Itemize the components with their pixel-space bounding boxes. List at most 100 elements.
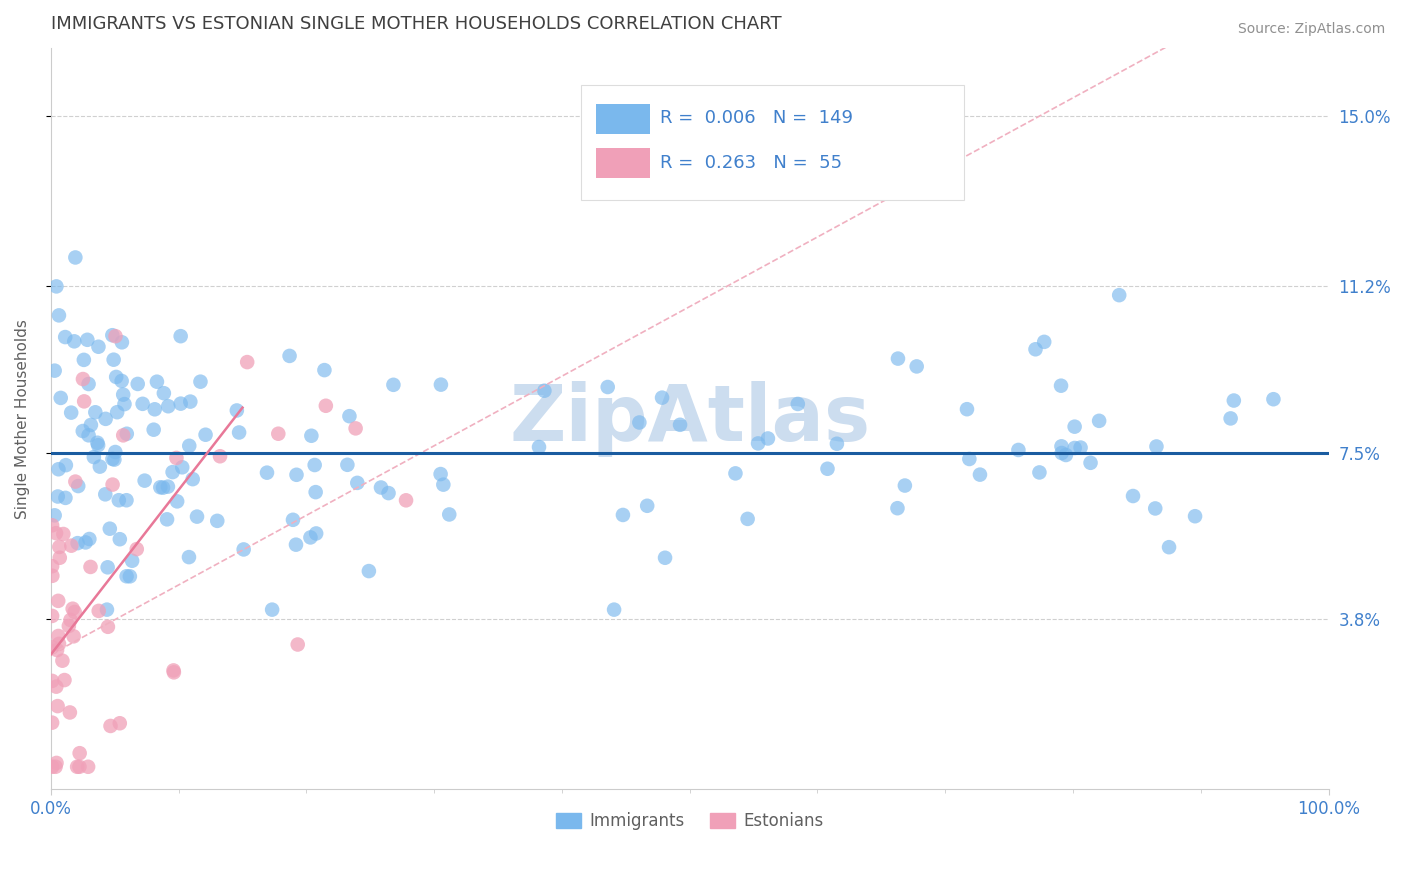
- Point: [315, 399, 337, 413]
- Point: [651, 391, 673, 405]
- Point: [87, 340, 110, 354]
- Point: [103, 452, 125, 467]
- Point: [152, 481, 174, 495]
- FancyBboxPatch shape: [596, 148, 650, 178]
- Point: [48, 462, 70, 476]
- Point: [429, 467, 451, 481]
- Point: [45, 756, 67, 770]
- Point: [55, 458, 77, 472]
- Point: [747, 436, 769, 450]
- Point: [817, 462, 839, 476]
- Point: [305, 526, 328, 541]
- Point: [115, 426, 138, 441]
- Point: [1054, 448, 1077, 462]
- Point: [131, 397, 153, 411]
- Point: [1050, 378, 1073, 392]
- Point: [1146, 440, 1168, 454]
- Point: [79, 532, 101, 546]
- Point: [179, 394, 201, 409]
- Point: [157, 399, 180, 413]
- Point: [80, 417, 103, 432]
- Point: [149, 480, 172, 494]
- Point: [957, 452, 980, 467]
- Point: [1144, 501, 1167, 516]
- Point: [1063, 419, 1085, 434]
- Point: [96, 602, 118, 616]
- Point: [430, 377, 453, 392]
- Point: [825, 436, 848, 450]
- Point: [346, 475, 368, 490]
- Point: [73, 352, 96, 367]
- Point: [1063, 441, 1085, 455]
- Point: [108, 493, 131, 508]
- Point: [59, 706, 82, 720]
- Point: [1157, 540, 1180, 554]
- Point: [181, 472, 204, 486]
- Point: [194, 427, 217, 442]
- Point: [101, 451, 124, 466]
- Point: [533, 384, 555, 398]
- Point: [256, 466, 278, 480]
- Point: [336, 458, 359, 472]
- Point: [111, 335, 134, 350]
- Point: [66, 536, 89, 550]
- Point: [46, 490, 69, 504]
- Point: [104, 329, 127, 343]
- Point: [299, 530, 322, 544]
- Point: [527, 440, 550, 454]
- Point: [1050, 439, 1073, 453]
- Point: [225, 403, 247, 417]
- Point: [51, 654, 73, 668]
- FancyBboxPatch shape: [581, 86, 965, 201]
- Point: [52, 527, 75, 541]
- Point: [67, 479, 90, 493]
- Point: [48, 629, 70, 643]
- Point: [156, 480, 179, 494]
- Text: ZipAtlas: ZipAtlas: [509, 381, 870, 457]
- Point: [94, 487, 117, 501]
- Point: [887, 351, 910, 366]
- Point: [69, 760, 91, 774]
- Point: [146, 375, 169, 389]
- Point: [72, 424, 94, 438]
- Point: [153, 386, 176, 401]
- Point: [69, 746, 91, 760]
- Point: [41, 559, 63, 574]
- Point: [1219, 411, 1241, 425]
- Point: [207, 514, 229, 528]
- Point: [62, 601, 84, 615]
- Point: [724, 467, 747, 481]
- Point: [287, 638, 309, 652]
- Point: [111, 374, 134, 388]
- Point: [969, 467, 991, 482]
- Point: [1223, 393, 1246, 408]
- Point: [83, 450, 105, 464]
- Point: [41, 760, 63, 774]
- Point: [48, 540, 70, 554]
- Point: [45, 279, 67, 293]
- Point: [60, 406, 83, 420]
- Point: [76, 333, 98, 347]
- Point: [103, 352, 125, 367]
- Point: [228, 425, 250, 440]
- Point: [44, 364, 66, 378]
- Point: [1007, 442, 1029, 457]
- Point: [41, 569, 63, 583]
- Point: [1263, 392, 1285, 407]
- Point: [98, 522, 121, 536]
- Point: [1024, 343, 1046, 357]
- Point: [105, 370, 128, 384]
- Point: [177, 550, 200, 565]
- Point: [45, 680, 67, 694]
- Point: [905, 359, 928, 374]
- Point: [357, 564, 380, 578]
- Point: [41, 608, 63, 623]
- FancyBboxPatch shape: [596, 104, 650, 134]
- Point: [49, 391, 72, 405]
- Point: [112, 387, 135, 401]
- Point: [190, 375, 212, 389]
- Point: [395, 493, 418, 508]
- Point: [114, 397, 136, 411]
- Point: [63, 334, 86, 349]
- Point: [65, 475, 87, 489]
